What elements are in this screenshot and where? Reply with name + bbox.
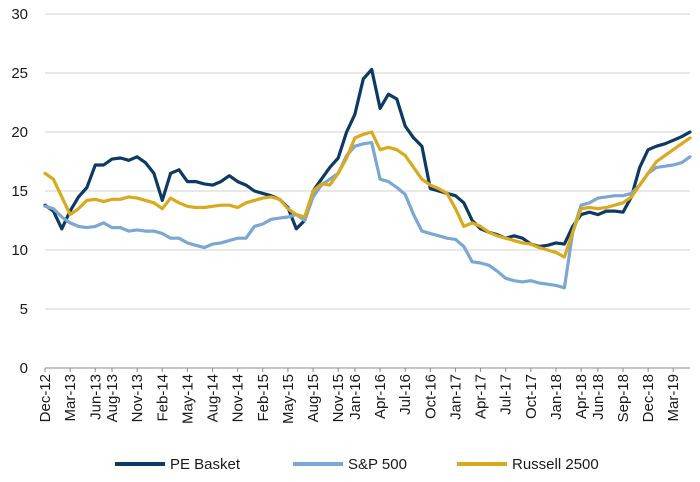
y-tick-label: 15 <box>11 183 28 200</box>
x-tick-label: Jun-13 <box>87 374 104 420</box>
series-line-pe-basket <box>43 67 692 249</box>
x-tick-label: Aug-14 <box>205 374 222 422</box>
y-tick-label: 0 <box>20 360 28 377</box>
series-line-russell-2500 <box>43 130 692 259</box>
x-tick-label: May-14 <box>179 374 196 424</box>
x-tick-label: Dec-18 <box>640 374 657 422</box>
x-tick-label: Oct-17 <box>523 374 540 419</box>
x-tick-label: Nov-14 <box>230 374 247 422</box>
x-tick-label: Feb-15 <box>255 374 272 422</box>
y-axis-tick-labels: 0 5 10 15 20 25 30 <box>11 6 28 377</box>
x-tick-label: Aug-13 <box>104 374 121 422</box>
legend: PE Basket S&P 500 Russell 2500 <box>115 456 599 473</box>
x-tick-label: Jul-17 <box>498 374 515 415</box>
legend-label: PE Basket <box>170 456 241 473</box>
y-tick-label: 30 <box>11 6 28 23</box>
legend-label: S&P 500 <box>348 456 407 473</box>
legend-label: Russell 2500 <box>512 456 599 473</box>
x-tick-label: Nov-13 <box>129 374 146 422</box>
x-tick-label: Oct-16 <box>422 374 439 419</box>
x-tick-label: Jan-16 <box>347 374 364 420</box>
y-tick-label: 25 <box>11 65 28 82</box>
y-tick-label: 10 <box>11 242 28 259</box>
x-tick-label: Sep-18 <box>615 374 632 422</box>
legend-entry: S&P 500 <box>293 456 407 473</box>
x-axis-tick-labels: Dec-12 Mar-13 Jun-13 Aug-13 Nov-13 Feb-14 May-… <box>37 374 682 424</box>
x-tick-label: Feb-14 <box>154 374 171 422</box>
x-tick-label: Nov-15 <box>330 374 347 422</box>
legend-entry: PE Basket <box>115 456 241 473</box>
x-tick-label: May-15 <box>280 374 297 424</box>
series-line-s-p-500 <box>43 141 692 290</box>
series-lines <box>43 67 692 290</box>
x-tick-label: Apr-18 <box>573 374 590 419</box>
y-tick-label: 20 <box>11 124 28 141</box>
y-tick-label: 5 <box>20 301 28 318</box>
axes <box>44 367 690 372</box>
x-tick-label: Apr-17 <box>473 374 490 419</box>
x-tick-label: Jun-18 <box>590 374 607 420</box>
legend-entry: Russell 2500 <box>457 456 599 473</box>
x-tick-label: Mar-13 <box>62 374 79 422</box>
x-tick-label: Jan-17 <box>447 374 464 420</box>
x-tick-label: Jan-18 <box>548 374 565 420</box>
x-tick-label: Jul-16 <box>397 374 414 415</box>
x-tick-label: Aug-15 <box>305 374 322 422</box>
x-tick-label: Dec-12 <box>37 374 54 422</box>
x-tick-label: Mar-19 <box>665 374 682 422</box>
x-tick-label: Apr-16 <box>372 374 389 419</box>
